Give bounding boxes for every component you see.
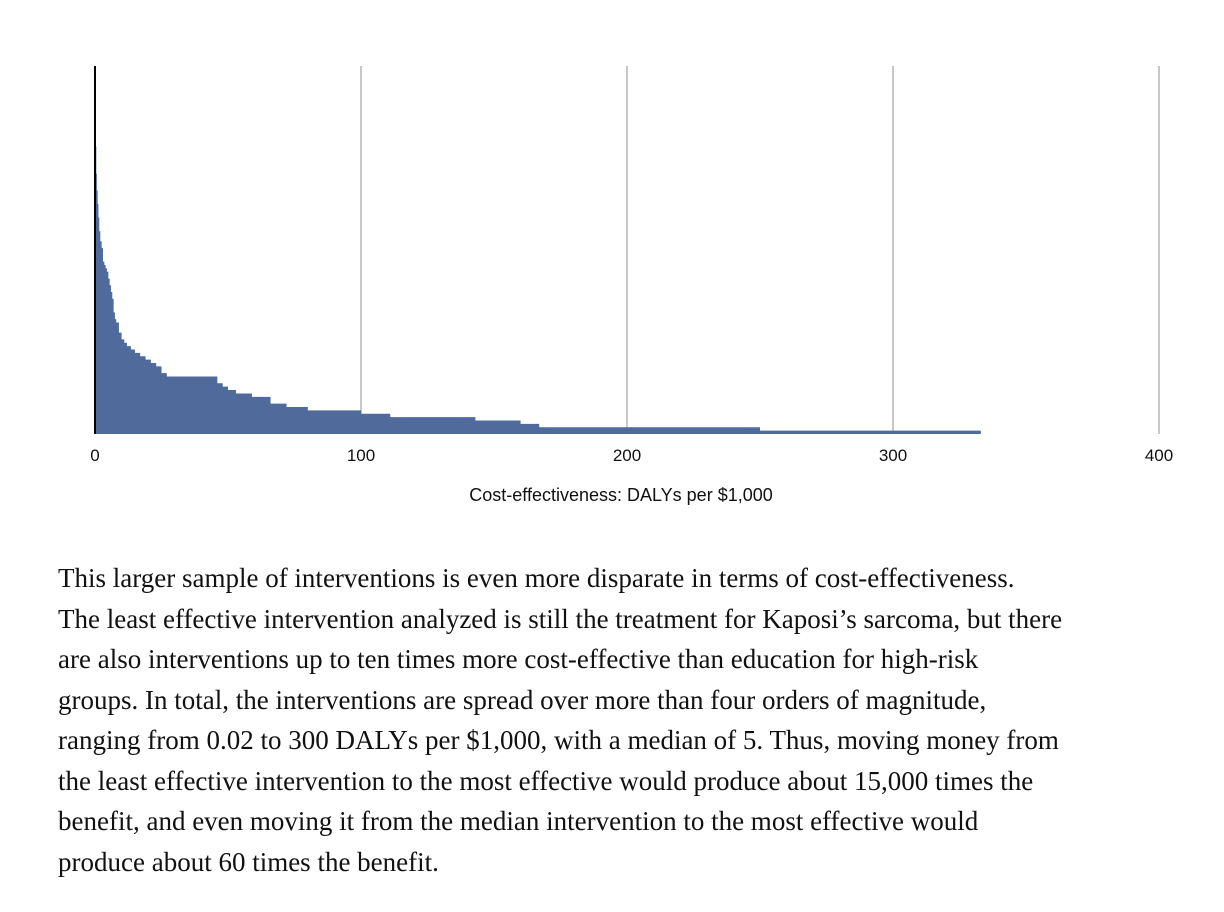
x-axis-title: Cost-effectiveness: DALYs per $1,000 [469, 485, 773, 505]
x-tick-label: 300 [879, 446, 907, 465]
paragraph-line: the least effective intervention to the … [58, 765, 1034, 796]
x-tick-label: 100 [347, 446, 375, 465]
paragraph-line: are also interventions up to ten times m… [58, 644, 979, 674]
paragraph-line: This larger sample of interventions is e… [58, 563, 1015, 593]
cost-effectiveness-chart: 0 100 200 300 400 Cost-effectiveness: DALYs … [90, 66, 1173, 505]
x-tick-label: 400 [1145, 446, 1173, 465]
x-tick-label: 200 [613, 446, 641, 465]
paragraph-line: ranging from 0.02 to 300 DALYs per $1,00… [58, 725, 1059, 755]
plot-area [95, 96, 981, 434]
gridlines [360, 66, 1160, 434]
x-tick-labels: 0 100 200 300 400 [90, 446, 1173, 465]
x-tick-label: 0 [90, 446, 99, 465]
distribution-area [95, 96, 981, 434]
paragraph-line: The least effective intervention analyze… [58, 603, 1063, 634]
paragraph-line: benefit, and even moving it from the med… [58, 806, 979, 836]
body-paragraph: This larger sample of interventions is e… [58, 558, 1168, 882]
paragraph-line: groups. In total, the interventions are … [58, 684, 987, 715]
paragraph-line: produce about 60 times the benefit. [58, 846, 439, 877]
